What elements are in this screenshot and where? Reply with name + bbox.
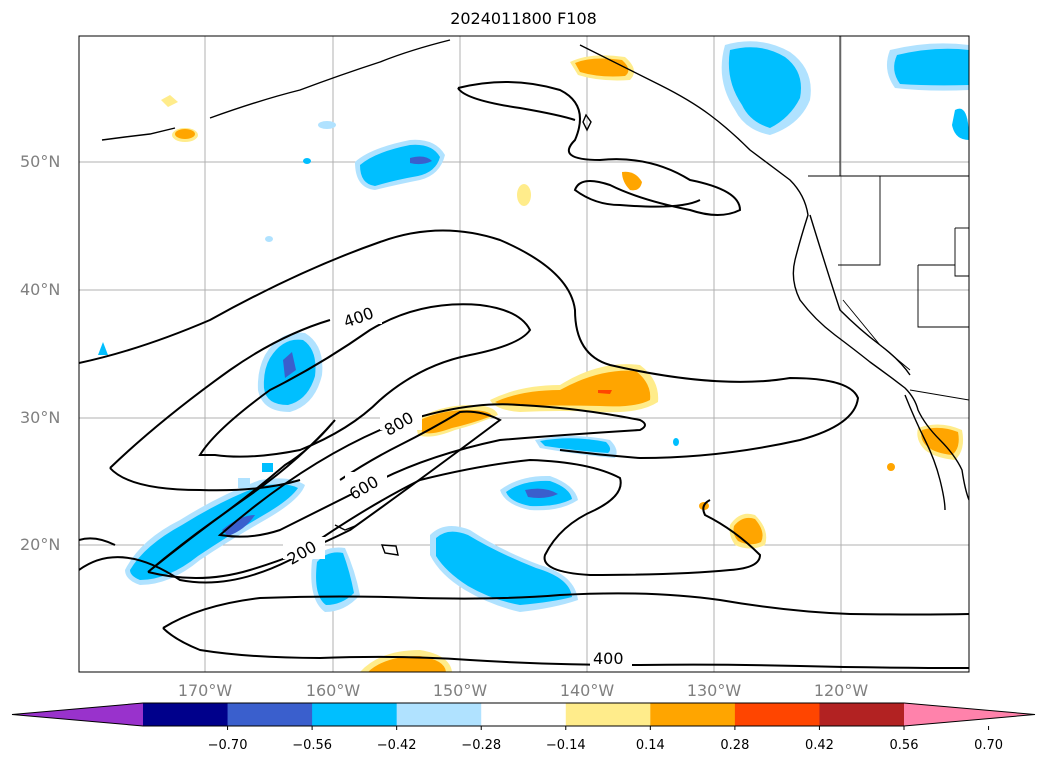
- chart-title: 2024011800 F108: [450, 9, 597, 28]
- colorbar-tick-label: −0.56: [292, 738, 333, 753]
- colorbar-tick-label: 0.56: [889, 738, 919, 753]
- colorbar-tick-label: −0.42: [376, 738, 417, 753]
- lat-label-20n: 20°N: [20, 535, 61, 554]
- lon-label-150w: 150°W: [432, 681, 488, 700]
- colorbar-segment: [143, 703, 229, 726]
- colorbar-outline: [11, 702, 1036, 727]
- map-plot: 400 800 600 200 400: [78, 35, 970, 673]
- height-contours: [79, 80, 969, 669]
- lon-label-120w: 120°W: [813, 681, 869, 700]
- colorbar-segment: [227, 703, 313, 726]
- lon-label-140w: 140°W: [559, 681, 615, 700]
- lat-label-40n: 40°N: [20, 280, 61, 299]
- colorbar-segment: [650, 703, 736, 726]
- contour-label-backs: [283, 302, 632, 668]
- colorbar-extend-low: [12, 703, 143, 726]
- colorbar-segment: [819, 703, 905, 726]
- map-frame: [78, 35, 970, 673]
- lon-label-160w: 160°W: [305, 681, 361, 700]
- colorbar-segment: [565, 703, 651, 726]
- colorbar-tick-label: 0.42: [804, 738, 834, 753]
- colorbar-segment: [481, 703, 567, 726]
- colorbar-extend-high: [904, 703, 1035, 726]
- colorbar-tick-label: −0.28: [461, 738, 502, 753]
- colorbar-segment: [312, 703, 398, 726]
- lat-label-30n: 30°N: [20, 408, 61, 427]
- colorbar-tick-label: 0.14: [635, 738, 665, 753]
- lon-label-130w: 130°W: [686, 681, 742, 700]
- shaded-regions: [98, 41, 969, 672]
- lon-label-170w: 170°W: [177, 681, 233, 700]
- colorbar-segment: [396, 703, 482, 726]
- colorbar-segment: [734, 703, 820, 726]
- borders: [808, 36, 969, 401]
- colorbar-tick-label: −0.14: [545, 738, 586, 753]
- colorbar-tick-label: −0.70: [207, 738, 248, 753]
- lat-label-50n: 50°N: [20, 152, 61, 171]
- contour-label-400-bottom: 400: [593, 649, 624, 668]
- colorbar-tick-label: 0.70: [974, 738, 1004, 753]
- colorbar-tick-label: 0.28: [720, 738, 750, 753]
